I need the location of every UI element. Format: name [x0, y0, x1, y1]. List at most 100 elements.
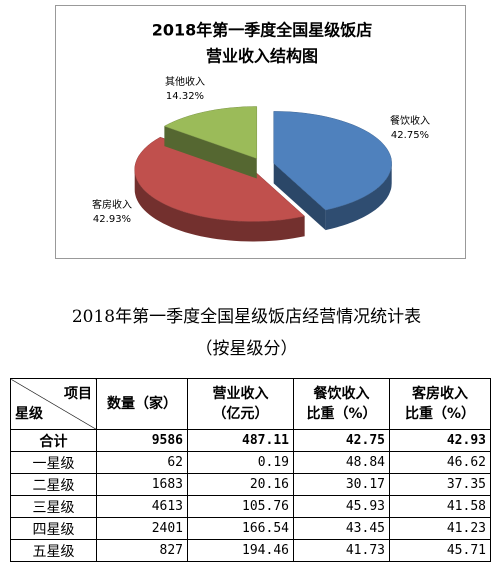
number-cell: 9586 — [96, 429, 188, 452]
cell-text: 一星级 — [32, 455, 75, 472]
table-row: 五星级 827 194.46 41.73 45.71 — [10, 539, 491, 562]
number-cell: 827 — [96, 539, 188, 562]
cell-text: 48.84 — [345, 455, 385, 470]
number-cell: 20.16 — [187, 473, 294, 496]
cell-text: 41.73 — [345, 543, 385, 558]
number-cell: 1683 — [96, 473, 188, 496]
cell-text: 比重（%） — [306, 406, 377, 422]
number-cell: 45.93 — [293, 495, 390, 518]
cell-text: 62 — [167, 455, 183, 470]
cell-text: 四星级 — [32, 521, 75, 538]
slice-side — [164, 126, 257, 179]
cell-text: 数量（家） — [107, 396, 177, 412]
cell-text: 105.76 — [242, 499, 289, 514]
cell-text: 20.16 — [249, 477, 289, 492]
number-cell: 62 — [96, 451, 188, 474]
chart-title: 营业收入结构图 — [206, 47, 318, 66]
cell-text: 营业收入 — [212, 386, 269, 402]
table-row: 二星级 1683 20.16 30.17 37.35 — [10, 473, 491, 496]
row-label: 三星级 — [10, 495, 97, 518]
number-cell: 43.45 — [293, 517, 390, 540]
table-title: 2018年第一季度全国星级饭店经营情况统计表 — [71, 307, 422, 327]
cell-text: 194.46 — [242, 543, 289, 558]
cell-text: 487.11 — [242, 433, 289, 448]
cell-text: 五星级 — [32, 543, 75, 560]
number-cell: 194.46 — [187, 539, 294, 562]
cell-text: 42.75 — [345, 433, 385, 448]
row-label: 五星级 — [10, 539, 97, 562]
header-cell: 客房收入比重（%） — [389, 378, 491, 430]
data-label: 42.75% — [391, 130, 429, 141]
header-row: 项目 星级 数量（家） 营业收入 （亿元） 餐饮收入 比重（%） 客房收入 比重（%） — [10, 378, 491, 430]
cell-text: 4613 — [151, 499, 183, 514]
chart-title: 2018年第一季度全国星级饭店 — [152, 21, 373, 40]
cell-text: 46.62 — [446, 455, 486, 470]
table-row: 一星级 62 0.19 48.84 46.62 — [10, 451, 491, 474]
chart: 2018年第一季度全国星级饭店 营业收入结构图 餐饮收入 42.75% 客房收入 42… — [55, 5, 466, 259]
header-cell: 营业收入 （亿元） — [187, 378, 294, 430]
cell-text: 45.93 — [345, 499, 385, 514]
table: 项目 星级 数量（家） 营业收入 （亿元） 餐饮收入 比重（%） 客房收入 比重（%） 合计 958… — [10, 378, 491, 562]
cell-text: 二星级 — [32, 477, 75, 494]
number-cell: 46.62 — [389, 451, 491, 474]
cell-text: （亿元） — [212, 406, 269, 422]
number-cell: 42.93 — [389, 429, 491, 452]
number-cell: 48.84 — [293, 451, 390, 474]
table-row: 合计 9586 487.11 42.75 42.93 — [10, 429, 491, 452]
number-cell: 37.35 — [389, 473, 491, 496]
data-label: 餐饮收入 — [390, 114, 430, 127]
slice — [273, 111, 392, 211]
cell-text: 星级 — [15, 406, 43, 422]
number-cell: 45.71 — [389, 539, 491, 562]
cell-text: 1683 — [151, 477, 183, 492]
number-cell: 0.19 — [187, 451, 294, 474]
cell-text: 客房收入 — [412, 386, 468, 402]
cell-text: 45.71 — [446, 543, 486, 558]
number-cell: 30.17 — [293, 473, 390, 496]
slice-side — [273, 163, 326, 231]
number-cell: 4613 — [96, 495, 188, 518]
number-cell: 2401 — [96, 517, 188, 540]
cell-text: 37.35 — [446, 477, 486, 492]
cell-text: 项目 — [64, 386, 92, 402]
cell-text: 三星级 — [32, 499, 75, 516]
cell-text: 2401 — [151, 521, 183, 536]
cell-text: 41.58 — [446, 499, 486, 514]
table-subtitle: （按星级分） — [195, 339, 298, 359]
data-label: 14.32% — [166, 91, 204, 102]
number-cell: 105.76 — [187, 495, 294, 518]
row-label: 二星级 — [10, 473, 97, 496]
corner-cell: 项目星级 — [10, 378, 97, 430]
slice — [163, 106, 258, 159]
slice-side — [325, 163, 392, 231]
row-label: 一星级 — [10, 451, 97, 474]
number-cell: 41.58 — [389, 495, 491, 518]
header-cell: 数量（家） — [96, 378, 188, 430]
cell-text: 43.45 — [345, 521, 385, 536]
slice-side — [134, 169, 305, 242]
table-row: 四星级 2401 166.54 43.45 41.23 — [10, 517, 491, 540]
header-cell: 餐饮收入比重（%） — [293, 378, 390, 430]
number-cell: 41.73 — [293, 539, 390, 562]
cell-text: 9586 — [151, 433, 183, 448]
number-cell: 166.54 — [187, 517, 294, 540]
number-cell: 42.75 — [293, 429, 390, 452]
data-label: 客房收入 — [92, 198, 132, 211]
cell-text: 41.23 — [446, 521, 486, 536]
cell-text: 合计 — [39, 433, 68, 450]
data-label: 42.93% — [93, 214, 131, 225]
row-label: 合计 — [10, 429, 97, 452]
cell-text: 827 — [159, 543, 183, 558]
cell-text: 30.17 — [345, 477, 385, 492]
cell-text: 0.19 — [257, 455, 289, 470]
table-row: 三星级 4613 105.76 45.93 41.58 — [10, 495, 491, 518]
number-cell: 41.23 — [389, 517, 491, 540]
row-label: 四星级 — [10, 517, 97, 540]
cell-text: 比重（%） — [404, 406, 476, 422]
slice — [134, 136, 306, 222]
cell-text: 餐饮收入 — [313, 386, 370, 402]
cell-text: 42.93 — [446, 433, 486, 448]
data-label: 其他收入 — [165, 75, 205, 88]
cell-text: 166.54 — [242, 521, 289, 536]
